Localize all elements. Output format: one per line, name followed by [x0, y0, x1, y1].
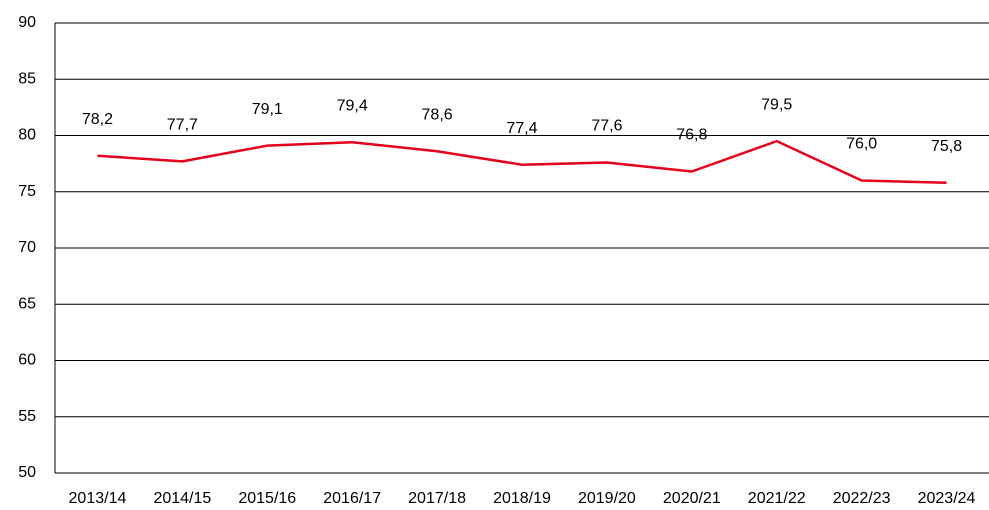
y-tick-label: 75	[18, 183, 36, 200]
data-label: 78,2	[82, 111, 113, 128]
x-tick-label: 2022/23	[833, 490, 891, 507]
x-tick-label: 2018/19	[493, 490, 551, 507]
y-tick-label: 70	[18, 239, 36, 256]
data-label: 77,6	[591, 118, 622, 135]
x-tick-label: 2015/16	[238, 490, 296, 507]
x-tick-label: 2019/20	[578, 490, 636, 507]
y-tick-label: 65	[18, 295, 36, 312]
x-tick-label: 2020/21	[663, 490, 721, 507]
data-label: 75,8	[931, 138, 962, 155]
y-tick-label: 60	[18, 352, 36, 369]
data-label: 76,0	[846, 136, 877, 153]
x-tick-label: 2016/17	[323, 490, 381, 507]
y-tick-label: 50	[18, 464, 36, 481]
x-tick-label: 2017/18	[408, 490, 466, 507]
y-tick-label: 55	[18, 408, 36, 425]
data-label: 79,5	[761, 96, 792, 113]
y-tick-label: 80	[18, 127, 36, 144]
y-tick-label: 85	[18, 70, 36, 87]
x-tick-label: 2021/22	[748, 490, 806, 507]
data-label: 77,4	[506, 120, 537, 137]
data-label: 78,6	[422, 106, 453, 123]
data-label: 79,1	[252, 101, 283, 118]
line	[97, 139, 947, 184]
x-tick-label: 2013/14	[69, 490, 127, 507]
x-tick-label: 2014/15	[153, 490, 211, 507]
data-label: 77,7	[167, 117, 198, 134]
y-tick-label: 90	[18, 14, 36, 31]
data-label: 76,8	[676, 127, 707, 144]
x-tick-label: 2023/24	[918, 490, 976, 507]
data-label: 79,4	[337, 97, 368, 114]
